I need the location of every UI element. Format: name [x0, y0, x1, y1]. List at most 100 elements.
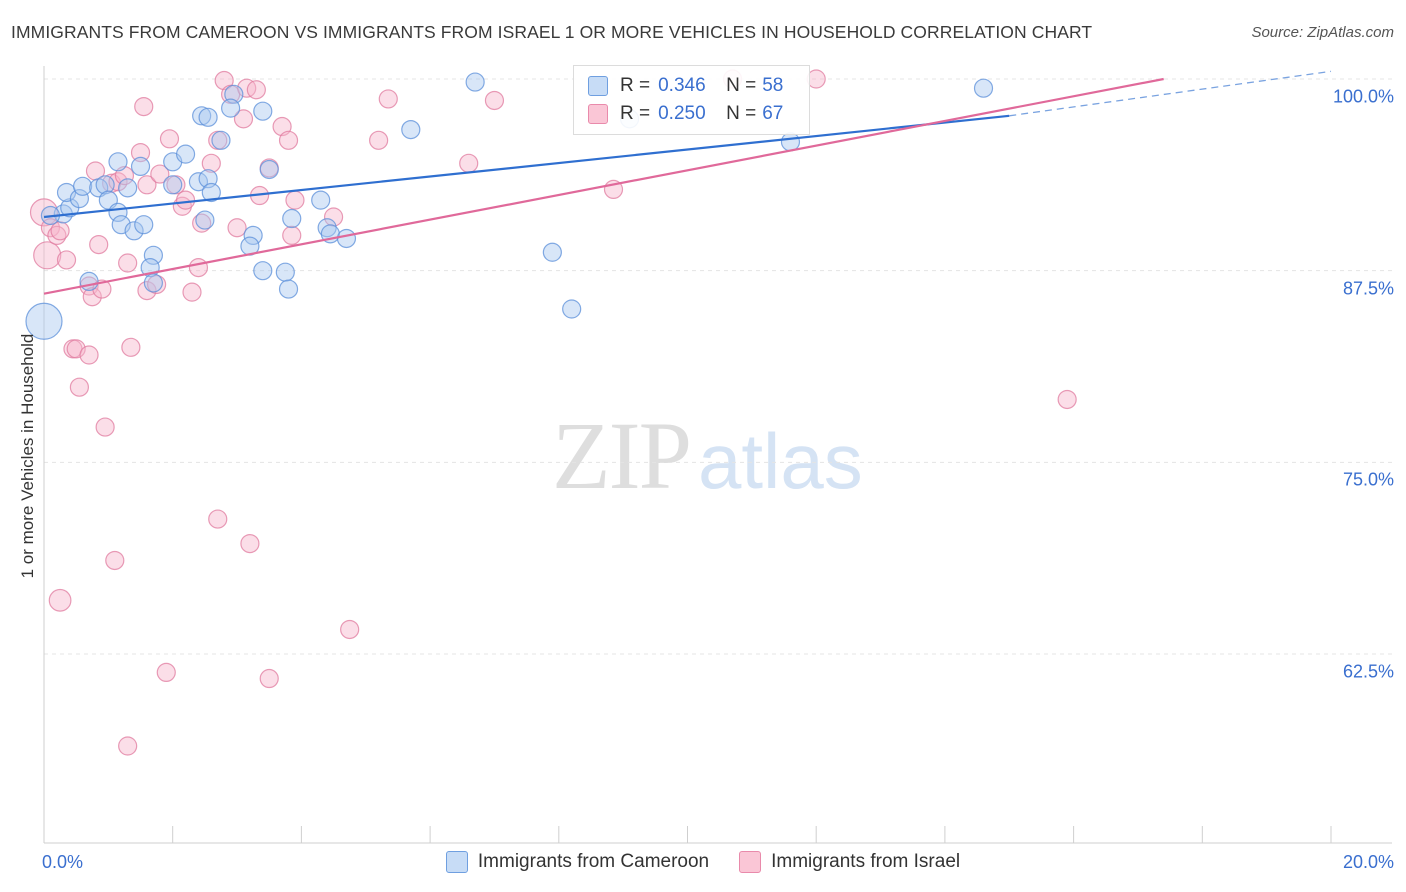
y-tick-label-2: 75.0% [1342, 469, 1394, 490]
y-tick-label-0: 100.0% [1332, 86, 1394, 107]
israel-point-63 [259, 668, 279, 689]
cameroon-point-31 [259, 159, 279, 180]
israel-point-15 [95, 417, 115, 437]
israel-point-39 [233, 109, 254, 129]
israel-point-20 [121, 337, 141, 357]
cameroon-point-13 [143, 245, 163, 265]
cameroon-point-3 [69, 189, 89, 209]
cameroon-trend-line [43, 114, 1010, 219]
israel-point-23 [137, 175, 157, 195]
cameroon-point-32 [243, 225, 263, 245]
n-label: N = [726, 75, 757, 96]
cameroon-point-20 [163, 175, 183, 195]
cameroon-point-49 [25, 302, 63, 340]
israel-point-61 [156, 662, 176, 683]
cameroon-point-48 [973, 78, 994, 98]
israel-legend-swatch [739, 851, 762, 873]
x-tick-label-min: 0.0% [42, 852, 84, 872]
cameroon-point-37 [282, 208, 302, 229]
r-value-cameroon: 0.346 [658, 75, 706, 96]
israel-point-33 [192, 213, 212, 233]
cameroon-point-21 [175, 144, 196, 164]
source-label: Source: ZipAtlas.com [1251, 24, 1394, 41]
points-layer [25, 69, 1077, 756]
y-tick-label-3: 62.5% [1342, 661, 1394, 682]
watermark-atlas: atlas [698, 417, 863, 505]
israel-swatch [588, 104, 608, 124]
r-label: R = [620, 75, 651, 96]
israel-point-30 [175, 190, 196, 210]
cameroon-point-12 [134, 215, 154, 235]
israel-point-27 [159, 129, 180, 149]
cameroon-point-15 [79, 271, 99, 291]
israel-point-11 [82, 287, 102, 307]
x-tick-label-max: 20.0% [1342, 852, 1394, 872]
israel-point-62 [118, 736, 138, 756]
legend-item-israel[interactable]: Immigrants from Israel [739, 851, 960, 873]
cameroon-point-6 [95, 175, 115, 195]
israel-point-21 [130, 143, 151, 163]
cameroon-point-44 [542, 242, 562, 262]
cameroon-point-42 [401, 120, 421, 140]
cameroon-point-43 [465, 72, 485, 92]
israel-point-49 [369, 130, 389, 150]
cameroon-point-34 [253, 261, 273, 281]
israel-trend-line [43, 77, 1164, 295]
israel-point-60 [240, 533, 260, 554]
israel-point-26 [150, 164, 170, 184]
cameroon-legend-swatch [445, 851, 468, 873]
watermark: ZIP atlas [552, 400, 863, 511]
stats-row-israel: R = 0.250 N = 67 [588, 101, 783, 127]
israel-point-9 [79, 345, 99, 365]
israel-point-32 [188, 258, 209, 278]
israel-point-51 [459, 153, 479, 173]
axis-layer [43, 66, 1392, 844]
cameroon-point-45 [562, 299, 582, 319]
cameroon-point-38 [311, 190, 331, 210]
israel-point-4 [50, 221, 70, 241]
israel-point-38 [227, 218, 247, 238]
israel-point-8 [69, 377, 89, 397]
legend-label-cameroon: Immigrants from Cameroon [477, 851, 710, 872]
n-label: N = [726, 103, 757, 124]
israel-point-19 [118, 253, 138, 273]
legend-label-israel: Immigrants from Israel [771, 851, 961, 872]
r-value-israel: 0.250 [658, 103, 706, 124]
cameroon-trend-extension [1009, 70, 1332, 117]
israel-point-25 [147, 274, 167, 295]
cameroon-point-11 [124, 221, 144, 241]
israel-point-22 [134, 96, 154, 117]
cameroon-point-18 [108, 152, 128, 172]
legend-item-cameroon[interactable]: Immigrants from Cameroon [445, 851, 710, 873]
israel-point-24 [137, 281, 157, 301]
cameroon-point-17 [130, 156, 151, 176]
series-legend: Immigrants from Cameroon Immigrants from… [0, 851, 1406, 873]
cameroon-point-26 [198, 107, 218, 127]
n-value-israel: 67 [762, 103, 784, 124]
israel-point-31 [182, 282, 202, 302]
cameroon-point-27 [211, 130, 231, 150]
stats-row-cameroon: R = 0.346 N = 58 [588, 73, 783, 99]
israel-point-58 [105, 550, 125, 571]
cameroon-point-7 [118, 178, 138, 198]
cameroon-point-25 [192, 106, 212, 126]
israel-point-1 [33, 241, 62, 270]
cameroon-point-51 [201, 182, 221, 203]
cameroon-point-4 [73, 176, 93, 196]
israel-point-57 [48, 588, 72, 612]
cameroon-point-30 [253, 101, 273, 121]
israel-point-5 [56, 250, 77, 270]
israel-point-46 [282, 225, 302, 245]
israel-point-41 [246, 80, 266, 100]
israel-point-56 [1057, 389, 1077, 410]
israel-point-12 [89, 235, 109, 255]
israel-point-59 [208, 509, 228, 529]
cameroon-point-24 [195, 210, 215, 230]
israel-point-47 [285, 190, 305, 210]
israel-point-34 [201, 153, 221, 173]
watermark-zip: ZIP [552, 402, 692, 509]
cameroon-point-36 [278, 279, 299, 299]
n-value-cameroon: 58 [762, 75, 784, 96]
israel-point-50 [378, 89, 398, 109]
stats-legend: R = 0.346 N = 58 R = 0.250 N = 67 [573, 65, 810, 135]
